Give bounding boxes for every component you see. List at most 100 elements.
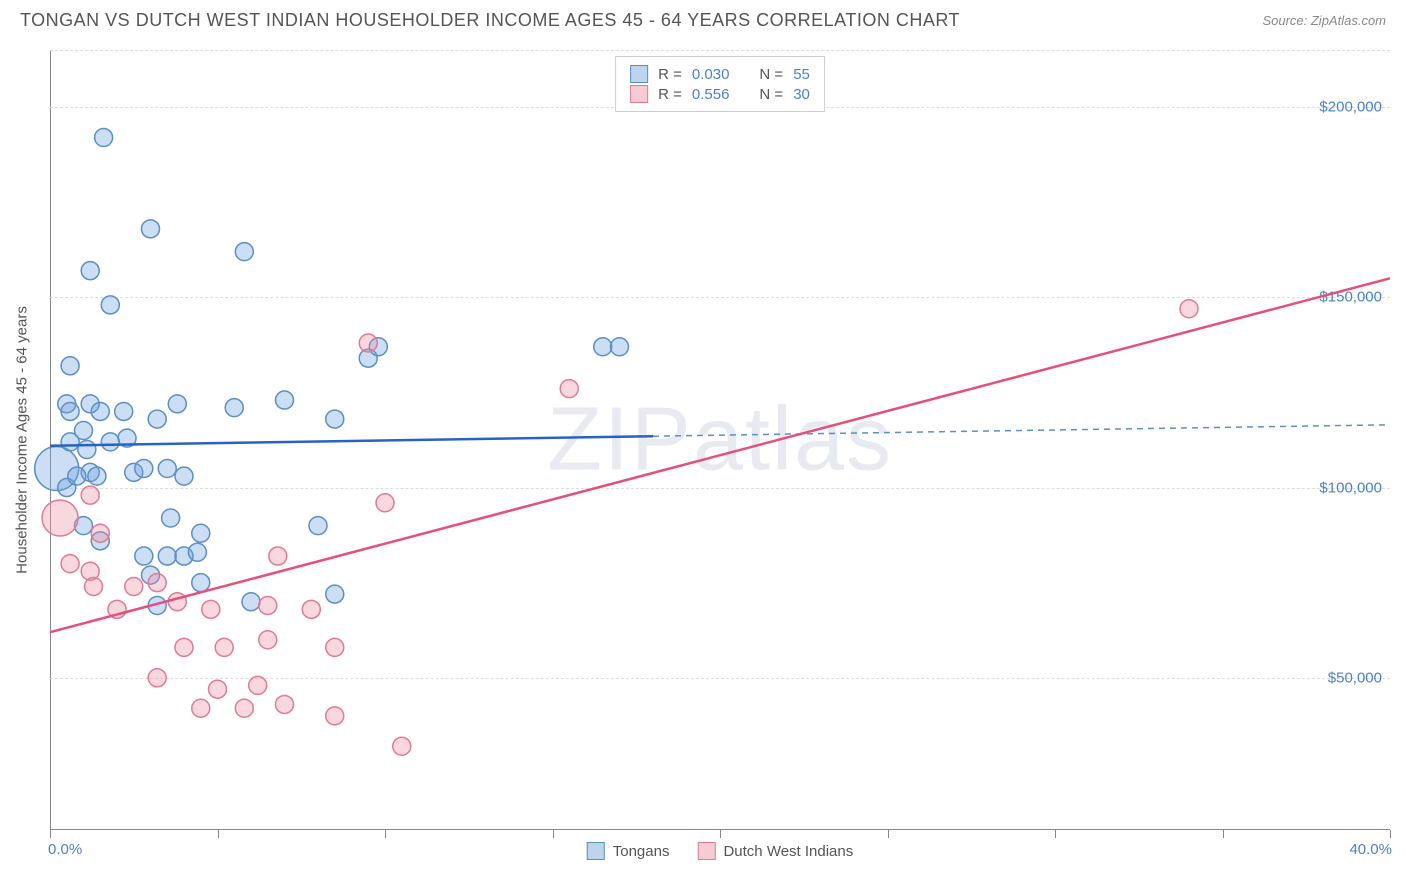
scatter-point xyxy=(148,574,166,592)
scatter-point xyxy=(61,555,79,573)
scatter-point xyxy=(75,421,93,439)
n-value: 30 xyxy=(793,86,810,103)
chart-header: TONGAN VS DUTCH WEST INDIAN HOUSEHOLDER … xyxy=(0,0,1406,39)
scatter-point xyxy=(1180,300,1198,318)
legend-item: Dutch West Indians xyxy=(697,842,853,860)
x-tick xyxy=(385,830,386,838)
scatter-point xyxy=(148,669,166,687)
legend-label: Tongans xyxy=(613,843,670,860)
n-value: 55 xyxy=(793,66,810,83)
source-label: Source: ZipAtlas.com xyxy=(1262,13,1386,28)
x-axis-max-label: 40.0% xyxy=(1349,841,1392,858)
r-label: R = xyxy=(658,86,682,103)
scatter-point xyxy=(376,494,394,512)
x-tick xyxy=(1223,830,1224,838)
scatter-point xyxy=(188,543,206,561)
scatter-point xyxy=(168,593,186,611)
scatter-point xyxy=(225,399,243,417)
scatter-point xyxy=(42,500,78,536)
scatter-point xyxy=(148,410,166,428)
scatter-point xyxy=(259,631,277,649)
x-axis-min-label: 0.0% xyxy=(48,841,82,858)
legend-label: Dutch West Indians xyxy=(723,843,853,860)
regression-line xyxy=(50,278,1390,632)
scatter-point xyxy=(326,410,344,428)
legend-stats-row: R = 0.556 N = 30 xyxy=(630,85,810,103)
y-axis-title: Householder Income Ages 45 - 64 years xyxy=(14,306,31,574)
scatter-point xyxy=(115,402,133,420)
scatter-point xyxy=(78,441,96,459)
swatch-pink-icon xyxy=(630,85,648,103)
scatter-point xyxy=(158,547,176,565)
swatch-blue-icon xyxy=(587,842,605,860)
scatter-point xyxy=(142,220,160,238)
r-label: R = xyxy=(658,66,682,83)
n-label: N = xyxy=(759,66,783,83)
scatter-point xyxy=(135,460,153,478)
scatter-point xyxy=(209,680,227,698)
scatter-point xyxy=(85,577,103,595)
scatter-point xyxy=(249,676,267,694)
scatter-point xyxy=(68,467,86,485)
legend-series: Tongans Dutch West Indians xyxy=(587,842,854,860)
scatter-point xyxy=(611,338,629,356)
n-label: N = xyxy=(759,86,783,103)
scatter-point xyxy=(326,585,344,603)
scatter-point xyxy=(91,402,109,420)
scatter-point xyxy=(81,486,99,504)
scatter-point xyxy=(101,433,119,451)
scatter-point xyxy=(95,129,113,147)
scatter-point xyxy=(242,593,260,611)
scatter-point xyxy=(135,547,153,565)
scatter-point xyxy=(192,699,210,717)
scatter-svg xyxy=(50,50,1390,830)
r-value: 0.030 xyxy=(692,66,730,83)
scatter-point xyxy=(560,380,578,398)
scatter-point xyxy=(259,597,277,615)
x-tick xyxy=(50,830,51,838)
scatter-point xyxy=(168,395,186,413)
scatter-point xyxy=(162,509,180,527)
x-tick xyxy=(218,830,219,838)
chart-title: TONGAN VS DUTCH WEST INDIAN HOUSEHOLDER … xyxy=(20,10,960,31)
scatter-point xyxy=(125,577,143,595)
x-tick xyxy=(1055,830,1056,838)
scatter-point xyxy=(61,357,79,375)
scatter-point xyxy=(276,695,294,713)
swatch-pink-icon xyxy=(697,842,715,860)
r-value: 0.556 xyxy=(692,86,730,103)
x-tick xyxy=(1390,830,1391,838)
scatter-point xyxy=(81,262,99,280)
scatter-point xyxy=(235,243,253,261)
scatter-point xyxy=(326,638,344,656)
scatter-point xyxy=(91,524,109,542)
scatter-point xyxy=(175,467,193,485)
x-tick xyxy=(888,830,889,838)
regression-line-dashed xyxy=(653,425,1390,436)
scatter-point xyxy=(88,467,106,485)
swatch-blue-icon xyxy=(630,65,648,83)
scatter-point xyxy=(192,524,210,542)
legend-stats-row: R = 0.030 N = 55 xyxy=(630,65,810,83)
scatter-point xyxy=(192,574,210,592)
legend-item: Tongans xyxy=(587,842,670,860)
scatter-point xyxy=(101,296,119,314)
regression-line xyxy=(50,436,653,446)
plot-area: $50,000$100,000$150,000$200,000 Househol… xyxy=(50,50,1390,830)
scatter-point xyxy=(175,638,193,656)
scatter-point xyxy=(235,699,253,717)
scatter-point xyxy=(359,334,377,352)
scatter-point xyxy=(326,707,344,725)
scatter-point xyxy=(269,547,287,565)
scatter-point xyxy=(276,391,294,409)
scatter-point xyxy=(202,600,220,618)
legend-stats: R = 0.030 N = 55 R = 0.556 N = 30 xyxy=(615,56,825,112)
scatter-point xyxy=(158,460,176,478)
scatter-point xyxy=(309,517,327,535)
x-tick xyxy=(553,830,554,838)
scatter-point xyxy=(61,402,79,420)
chart-container: $50,000$100,000$150,000$200,000 Househol… xyxy=(50,50,1390,830)
scatter-point xyxy=(302,600,320,618)
scatter-point xyxy=(215,638,233,656)
scatter-point xyxy=(393,737,411,755)
